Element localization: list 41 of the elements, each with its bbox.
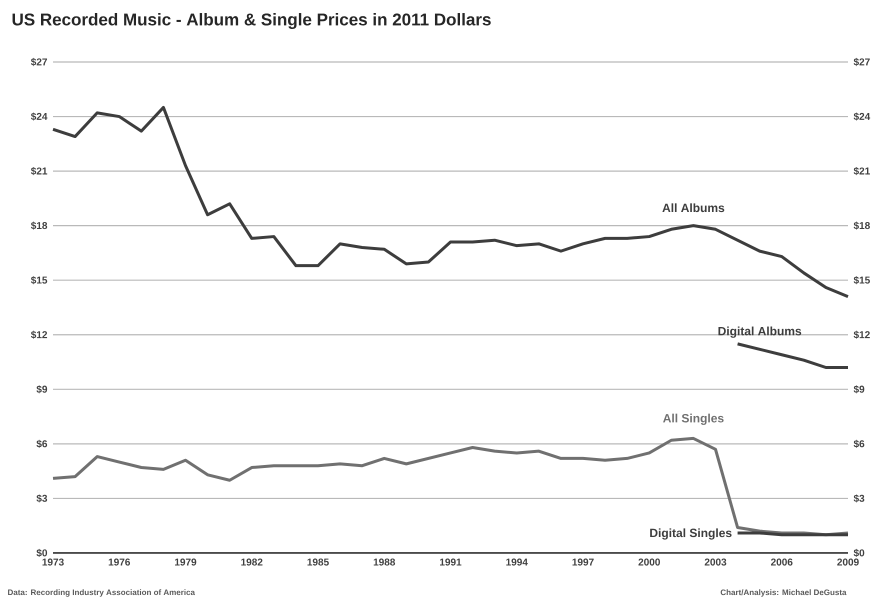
y-tick-label: $27 (30, 58, 48, 66)
y-tick-label: $9 (36, 385, 48, 394)
y2-tick-label: $24 (854, 112, 870, 121)
chart-title: US Recorded Music - Album & Single Prices in 2011 Dollars (12, 13, 491, 29)
x-tick-label: 2006 (770, 558, 793, 566)
x-tick-label: 1997 (572, 558, 594, 566)
x-tick-label: 1976 (108, 558, 130, 566)
y2-tick-label: $12 (854, 330, 870, 339)
y2-tick-label: $18 (854, 222, 870, 230)
y2-tick-label: $3 (854, 494, 864, 503)
x-tick-label: 1991 (440, 558, 462, 566)
text: Chart/Analysis: Michael DeGusta (720, 589, 847, 597)
x-tick-label: 2009 (837, 558, 859, 566)
y-tick-label: $15 (30, 276, 48, 284)
y-tick-label: $21 (30, 167, 48, 176)
y2-tick-label: $15 (854, 276, 870, 284)
x-tick-label: 2000 (638, 558, 660, 566)
x-tick-label: 1988 (374, 558, 396, 566)
y-tick-label: $12 (30, 330, 48, 339)
x-tick-label: 1985 (308, 558, 329, 566)
text: Data: Recording Industry Association of America (8, 589, 196, 597)
series-label: Digital Singles (650, 528, 732, 540)
x-tick-label: 1979 (175, 558, 196, 566)
y-tick-label: $18 (30, 222, 48, 230)
y-tick-label: $3 (36, 494, 48, 503)
x-tick-label: 1973 (42, 558, 64, 566)
y2-tick-label: $27 (854, 58, 870, 66)
x-tick-label: 1982 (241, 558, 262, 566)
series-label: Digital Albums (718, 326, 802, 338)
y-tick-label: $0 (36, 548, 48, 558)
series-label: All Albums (662, 203, 724, 212)
y-tick-label: $6 (36, 440, 48, 448)
y2-tick-label: $0 (854, 548, 864, 558)
x-tick-label: 2003 (704, 558, 726, 566)
y2-tick-label: $9 (854, 385, 864, 394)
y2-tick-label: $21 (854, 167, 870, 176)
series-label: All Singles (663, 414, 724, 425)
line-series (736, 342, 850, 369)
x-tick-label: 1994 (506, 558, 528, 566)
y2-tick-label: $6 (854, 440, 864, 448)
y-tick-label: $24 (30, 112, 48, 121)
